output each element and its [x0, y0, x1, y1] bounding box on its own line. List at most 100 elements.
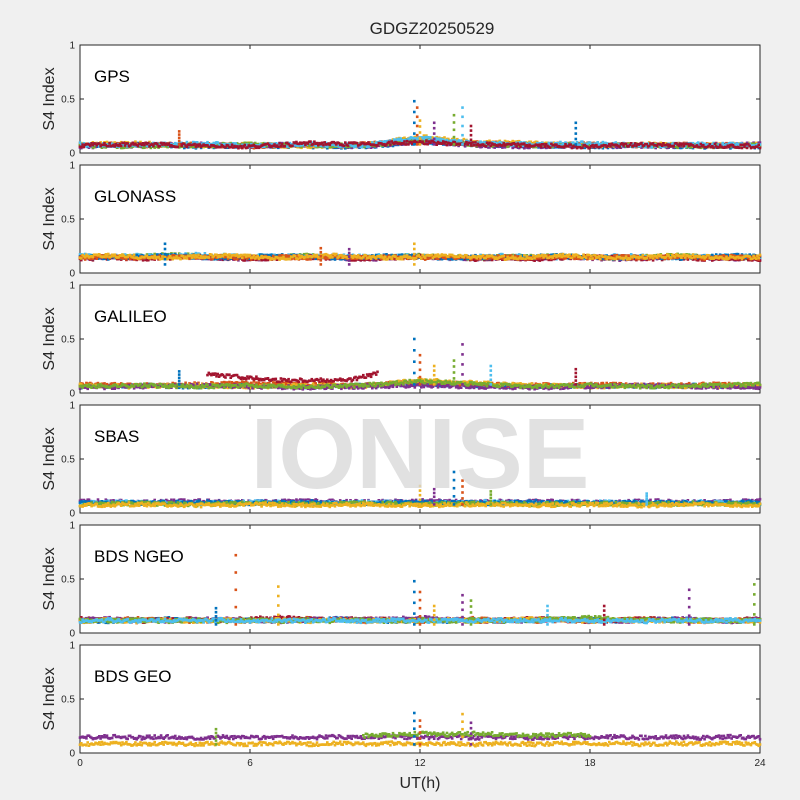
data-point — [695, 142, 699, 145]
data-point — [403, 136, 406, 140]
data-point — [436, 137, 440, 141]
data-point — [586, 142, 589, 146]
data-point — [80, 145, 83, 149]
data-point — [677, 144, 681, 147]
data-point — [440, 142, 444, 145]
data-point — [604, 141, 607, 145]
figure-title: GDGZ20250529 — [370, 19, 495, 38]
data-point — [525, 144, 529, 147]
data-point-spike — [461, 106, 464, 109]
data-point — [423, 142, 427, 146]
data-point — [502, 142, 505, 145]
data-point — [729, 141, 732, 145]
data-point — [232, 142, 235, 145]
data-point — [516, 140, 520, 143]
data-point — [640, 141, 643, 145]
data-point — [439, 142, 442, 145]
data-point — [587, 143, 590, 147]
data-point — [651, 142, 655, 145]
data-point — [614, 141, 618, 144]
data-point-spike — [432, 121, 436, 125]
data-point — [511, 146, 514, 150]
data-point — [748, 142, 751, 146]
data-point — [212, 141, 216, 145]
data-point — [414, 138, 418, 141]
data-point — [229, 145, 232, 149]
data-point — [363, 145, 366, 149]
data-point — [425, 134, 428, 137]
data-point — [118, 142, 122, 146]
data-point — [729, 143, 732, 147]
data-point — [232, 146, 235, 149]
data-point — [320, 141, 324, 145]
data-point-spike — [452, 121, 456, 124]
data-point — [141, 142, 145, 145]
data-point — [328, 143, 332, 147]
data-point — [453, 138, 457, 142]
data-point — [409, 140, 413, 144]
data-point — [125, 142, 128, 145]
data-point — [302, 252, 306, 256]
data-point — [650, 145, 654, 149]
data-point — [680, 253, 683, 256]
data-point — [246, 146, 249, 149]
data-point — [601, 140, 605, 144]
data-point — [619, 143, 623, 146]
data-point — [660, 144, 664, 147]
data-point — [595, 143, 598, 147]
data-point — [671, 144, 674, 148]
data-point — [629, 142, 633, 145]
data-point — [547, 141, 551, 145]
data-point — [260, 144, 263, 147]
data-point — [98, 142, 101, 145]
data-point-spike — [415, 133, 419, 137]
data-point-spike — [574, 143, 578, 146]
data-point — [122, 141, 126, 145]
data-point-spike — [574, 132, 578, 135]
data-point — [466, 143, 469, 146]
data-point — [539, 145, 543, 149]
data-point — [189, 145, 193, 149]
data-point — [291, 144, 294, 147]
data-point — [526, 145, 530, 148]
data-point-spike — [432, 143, 436, 146]
data-point — [608, 142, 611, 146]
data-point-spike — [432, 132, 436, 135]
data-point — [471, 141, 475, 144]
data-point — [277, 145, 280, 148]
data-point — [259, 142, 262, 146]
data-point — [572, 141, 575, 144]
data-point — [224, 146, 227, 149]
data-point — [655, 144, 659, 148]
data-point — [457, 142, 460, 146]
data-point — [678, 142, 682, 145]
data-point-spike — [418, 143, 422, 146]
data-point — [130, 143, 133, 146]
data-point — [718, 143, 722, 147]
data-point — [100, 143, 104, 147]
data-point — [107, 144, 110, 148]
data-point — [485, 141, 489, 144]
data-point — [293, 144, 297, 147]
data-point — [354, 145, 357, 148]
data-point — [143, 146, 146, 149]
data-point-spike — [469, 129, 473, 132]
data-point — [506, 140, 509, 143]
data-point — [429, 141, 432, 144]
data-point-spike — [461, 115, 464, 119]
data-point — [644, 142, 647, 146]
data-point — [198, 143, 202, 146]
data-point-spike — [413, 121, 416, 125]
data-point — [296, 144, 299, 148]
data-point — [555, 143, 558, 146]
data-point — [720, 145, 723, 148]
data-point — [517, 143, 521, 146]
data-point — [577, 143, 580, 147]
data-point — [488, 141, 491, 145]
data-point — [699, 142, 703, 146]
data-point — [560, 144, 563, 147]
data-point-spike — [461, 143, 464, 146]
data-point-spike — [461, 124, 464, 128]
data-point — [698, 145, 701, 149]
